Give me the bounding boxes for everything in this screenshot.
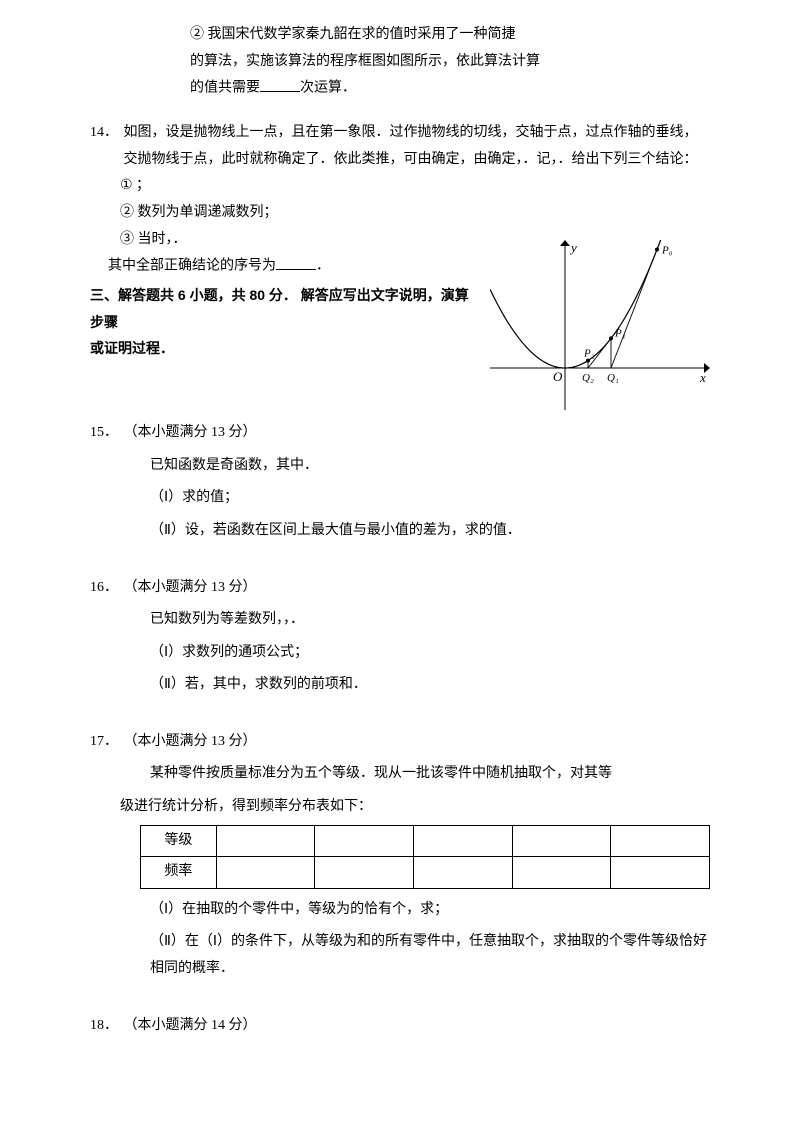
- q16-l3: （Ⅱ）若，其中，求数列的前项和．: [90, 672, 710, 699]
- table-cell: [315, 857, 414, 889]
- q14-body1: 如图，设是抛物线上一点，且在第一象限．过作抛物线的切线，交轴于点，过点作轴的垂线…: [124, 125, 698, 167]
- table-cell: [315, 825, 414, 857]
- q17-table-r1: 等级: [141, 825, 217, 857]
- q13b-blank: [260, 75, 300, 91]
- q14-c2: ② 数列为单调递减数列；: [90, 200, 710, 227]
- q14-body: 如图，设是抛物线上一点，且在第一象限．过作抛物线的切线，交轴于点，过点作轴的垂线…: [124, 120, 710, 173]
- q15-num: 15．: [90, 420, 120, 447]
- q16-l1: 已知数列为等差数列，，．: [90, 607, 710, 634]
- q16-block: 16． （本小题满分 13 分） 已知数列为等差数列，，． （Ⅰ）求数列的通项公…: [90, 575, 710, 699]
- q13b-line3-tail: 次运算．: [300, 81, 356, 96]
- q16-l2: （Ⅰ）求数列的通项公式；: [90, 640, 710, 667]
- q13b-line2: 的算法，实施该算法的程序框图如图所示，依此算法计算: [190, 49, 710, 76]
- q13b-block: ② 我国宋代数学家秦九韶在求的值时采用了一种简捷 的算法，实施该算法的程序框图如…: [90, 22, 710, 102]
- q17-pts: （本小题满分 13 分）: [124, 734, 257, 749]
- q13b-line3: 的值共需要 次运算．: [190, 75, 710, 102]
- q18-num: 18．: [90, 1013, 120, 1040]
- q14-tail-pre: 其中全部正确结论的序号为: [108, 259, 276, 274]
- q15-l3: （Ⅱ）设，若函数在区间上最大值与最小值的差为，求的值．: [90, 518, 710, 545]
- svg-text:P₀: P₀: [661, 245, 673, 257]
- table-row: 频率: [141, 857, 710, 889]
- svg-text:P₂: P₂: [583, 348, 595, 360]
- table-cell: [611, 857, 710, 889]
- q15-pts: （本小题满分 13 分）: [124, 425, 257, 440]
- q14-num: 14．: [90, 120, 120, 147]
- q13b-line3-pre: 的值共需要: [190, 81, 260, 96]
- q15-block: 15． （本小题满分 13 分） 已知函数是奇函数，其中． （Ⅰ）求的值； （Ⅱ…: [90, 420, 710, 544]
- q14-tail-suf: ．: [316, 259, 330, 274]
- q17-l1: 某种零件按质量标准分为五个等级．现从一批该零件中随机抽取个，对其等: [90, 761, 710, 788]
- table-cell: [611, 825, 710, 857]
- q17-table-r2: 频率: [141, 857, 217, 889]
- svg-text:O: O: [553, 369, 563, 384]
- q17-l1c: 级进行统计分析，得到频率分布表如下：: [90, 794, 710, 821]
- q16-num: 16．: [90, 575, 120, 602]
- svg-text:x: x: [699, 370, 706, 385]
- q14-blank: [276, 253, 316, 269]
- table-cell: [512, 825, 611, 857]
- q17-table: 等级 频率: [140, 825, 710, 889]
- q17-l3: （Ⅱ）在（Ⅰ）的条件下，从等级为和的所有零件中，任意抽取个，求抽取的个零件等级恰…: [90, 929, 710, 982]
- table-cell: [512, 857, 611, 889]
- q17-num: 17．: [90, 729, 120, 756]
- q14-figure: Ox y P₀ P₁ P₂ Q₁ Q₂: [490, 240, 710, 410]
- q17-block: 17． （本小题满分 13 分） 某种零件按质量标准分为五个等级．现从一批该零件…: [90, 729, 710, 983]
- q17-l2: （Ⅰ）在抽取的个零件中，等级为的恰有个，求；: [90, 897, 710, 924]
- svg-text:y: y: [569, 240, 577, 255]
- q13b-line1: ② 我国宋代数学家秦九韶在求的值时采用了一种简捷: [190, 22, 710, 49]
- q15-l2: （Ⅰ）求的值；: [90, 485, 710, 512]
- table-cell: [414, 857, 513, 889]
- q18-pts: （本小题满分 14 分）: [124, 1018, 257, 1033]
- q16-pts: （本小题满分 13 分）: [124, 580, 257, 595]
- svg-text:Q₁: Q₁: [607, 372, 619, 384]
- table-cell: [216, 857, 315, 889]
- svg-text:P₁: P₁: [614, 328, 626, 340]
- table-cell: [414, 825, 513, 857]
- table-row: 等级: [141, 825, 710, 857]
- table-cell: [216, 825, 315, 857]
- q14-c1: ① ；: [90, 173, 710, 200]
- q15-l1: 已知函数是奇函数，其中．: [90, 453, 710, 480]
- q18-block: 18． （本小题满分 14 分）: [90, 1013, 710, 1040]
- svg-text:Q₂: Q₂: [582, 372, 594, 384]
